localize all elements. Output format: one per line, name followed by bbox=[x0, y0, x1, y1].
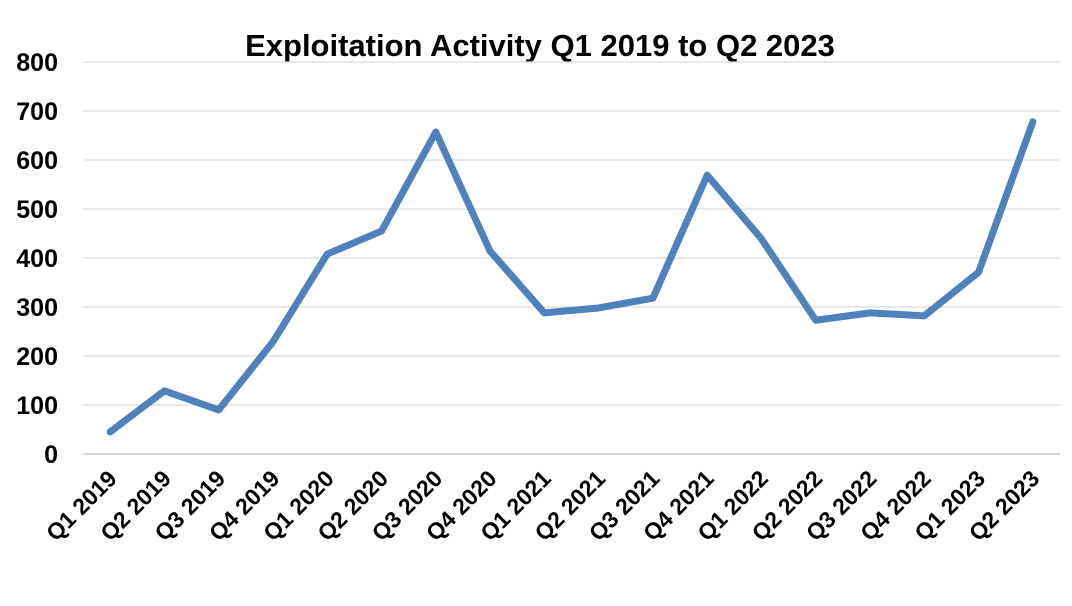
y-tick-label: 600 bbox=[16, 147, 58, 175]
y-tick-label: 300 bbox=[16, 294, 58, 322]
chart-title: Exploitation Activity Q1 2019 to Q2 2023 bbox=[245, 28, 835, 63]
y-tick-label: 400 bbox=[16, 245, 58, 273]
y-tick-label: 500 bbox=[16, 196, 58, 224]
series bbox=[110, 122, 1033, 432]
y-tick-label: 700 bbox=[16, 98, 58, 126]
y-tick-label: 0 bbox=[44, 441, 58, 469]
y-tick-label: 200 bbox=[16, 343, 58, 371]
y-tick-label: 800 bbox=[16, 49, 58, 77]
y-tick-label: 100 bbox=[16, 392, 58, 420]
series-line bbox=[110, 122, 1033, 432]
y-axis: 0 100 200 300 400 500 600 700 800 bbox=[16, 49, 58, 469]
